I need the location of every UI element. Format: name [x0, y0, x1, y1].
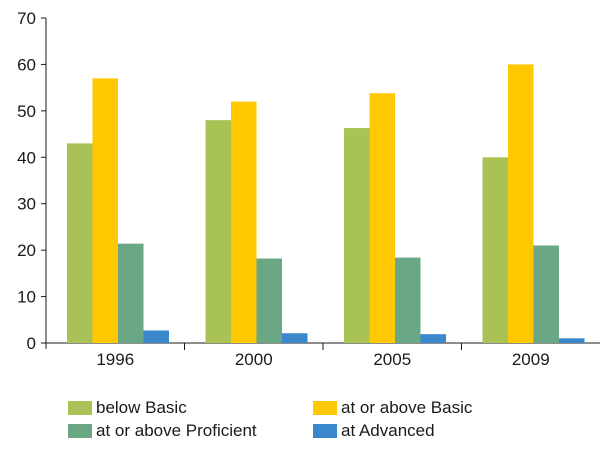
y-tick-label: 50	[17, 102, 36, 121]
y-tick-label: 30	[17, 195, 36, 214]
legend-swatch	[68, 401, 92, 415]
legend-item: at or above Basic	[313, 398, 472, 418]
bar	[369, 93, 395, 343]
bar	[118, 243, 144, 343]
y-tick-label: 40	[17, 148, 36, 167]
y-tick-label: 0	[27, 334, 36, 353]
x-tick-label: 1996	[96, 350, 134, 369]
bar	[508, 64, 534, 343]
bar	[559, 338, 585, 343]
y-tick-label: 10	[17, 288, 36, 307]
x-tick-label: 2000	[235, 350, 273, 369]
bar	[420, 334, 446, 343]
y-tick-label: 20	[17, 241, 36, 260]
x-tick-label: 2009	[512, 350, 550, 369]
bar	[482, 157, 508, 343]
tick-labels: 0 10 20 30 40 50 60 70 1996 2000 2005 2009	[17, 9, 550, 369]
legend-label: below Basic	[96, 398, 187, 417]
legend-label: at or above Proficient	[96, 421, 257, 440]
bar	[92, 78, 118, 343]
legend-swatch	[313, 424, 337, 438]
bar	[67, 143, 93, 343]
legend-item: below Basic	[68, 398, 187, 418]
legend-swatch	[313, 401, 337, 415]
legend-swatch	[68, 424, 92, 438]
bar	[231, 101, 257, 343]
bar	[143, 330, 169, 343]
bar	[205, 120, 231, 344]
bar	[256, 258, 282, 343]
bar	[344, 128, 370, 343]
x-tick-label: 2005	[373, 350, 411, 369]
y-tick-label: 70	[17, 9, 36, 28]
legend-label: at or above Basic	[341, 398, 473, 417]
bar	[533, 245, 559, 343]
bars	[67, 64, 585, 344]
bar	[395, 257, 421, 343]
y-tick-label: 60	[17, 55, 36, 74]
bar	[282, 333, 308, 343]
legend-label: at Advanced	[341, 421, 435, 440]
legend-item: at or above Proficient	[68, 421, 257, 441]
legend-item: at Advanced	[313, 421, 435, 441]
